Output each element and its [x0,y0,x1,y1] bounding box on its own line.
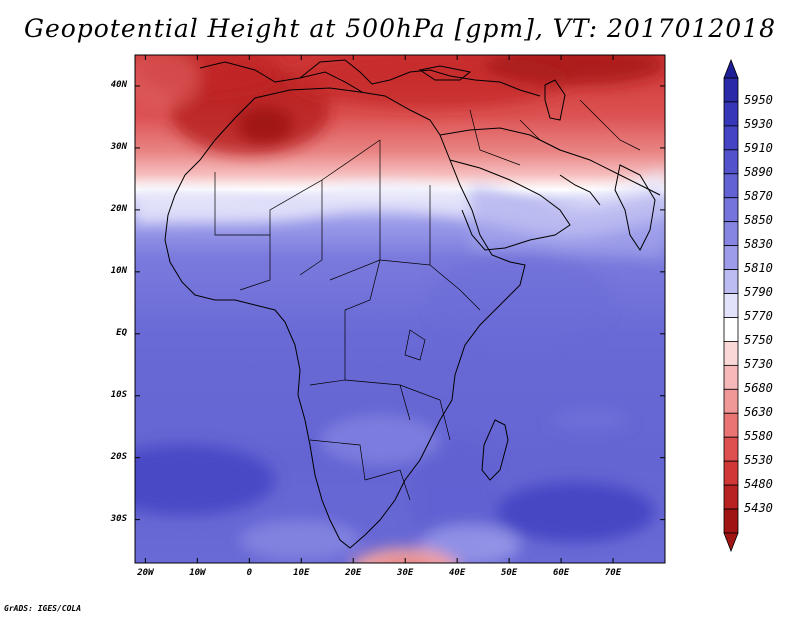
colorbar-label: 5930 [744,117,773,132]
colorbar-swatch [723,197,739,223]
colorbar-swatch [723,125,739,151]
colorbar-label: 5680 [744,380,773,395]
lon-label: 20W [137,568,154,578]
colorbar-label: 5910 [744,141,773,156]
colorbar-label: 5790 [744,285,773,300]
lon-label: 70E [604,568,622,578]
colorbar-swatch [723,245,739,270]
map-title: Geopotential Height at 500hPa [gpm], VT:… [23,14,777,43]
colorbar-label: 5830 [744,237,773,252]
lon-label: 0 [246,568,253,578]
height-field [135,55,665,563]
colorbar-swatch [723,341,739,366]
colorbar-label: 5580 [744,428,773,443]
colorbar-label: 5870 [744,189,773,204]
colorbar-label: 5950 [744,93,773,108]
colorbar-top-arrow [723,58,739,79]
lon-label: 30E [397,568,414,578]
colorbar-label: 5530 [744,452,773,467]
lat-label: 10S [110,389,127,400]
colorbar-bottom-arrow [723,532,739,553]
colorbar-label: 5850 [744,213,773,228]
lat-label: 20N [110,203,127,214]
colorbar-swatch [723,317,739,342]
colorbar-swatch [723,269,739,294]
colorbar-label: 5480 [744,476,773,491]
lat-label: EQ [116,327,127,338]
colorbar-swatch [723,77,739,103]
axis-ticks [135,55,665,563]
colorbar-swatch [723,508,739,534]
lon-label: 20E [345,568,362,578]
colorbar-swatch [723,412,739,438]
borders [214,99,641,501]
plot-frame [134,54,666,564]
lat-label: 30N [110,141,127,152]
lat-label: 40N [110,79,127,90]
colorbar-swatch [723,460,739,486]
lon-label: 10E [293,568,310,578]
colorbar-swatch [723,149,739,175]
colorbar-label: 5890 [744,165,773,180]
colorbar [723,58,739,553]
lat-label: 30S [110,513,127,524]
lon-label: 10W [189,568,206,578]
colorbar-label: 5750 [744,332,773,347]
lon-label: 60E [552,568,570,578]
lon-label: 40E [449,568,466,578]
colorbar-swatch [723,436,739,462]
colorbar-swatch [723,101,739,127]
colorbar-swatch [723,173,739,199]
colorbar-swatch [723,484,739,510]
colorbar-swatch [723,388,739,414]
colorbar-label: 5430 [744,500,773,515]
colorbar-swatch [723,293,739,318]
lat-label: 10N [110,265,127,276]
colorbar-swatch [723,221,739,247]
colorbar-label: 5730 [744,356,773,371]
lon-label: 50E [500,568,518,578]
credit-text: GrADS: IGES/COLA [4,604,82,613]
colorbar-label: 5810 [744,261,773,276]
colorbar-label: 5630 [744,404,773,419]
lat-label: 20S [110,451,127,462]
colorbar-swatch [723,364,739,390]
colorbar-label: 5770 [744,308,773,323]
